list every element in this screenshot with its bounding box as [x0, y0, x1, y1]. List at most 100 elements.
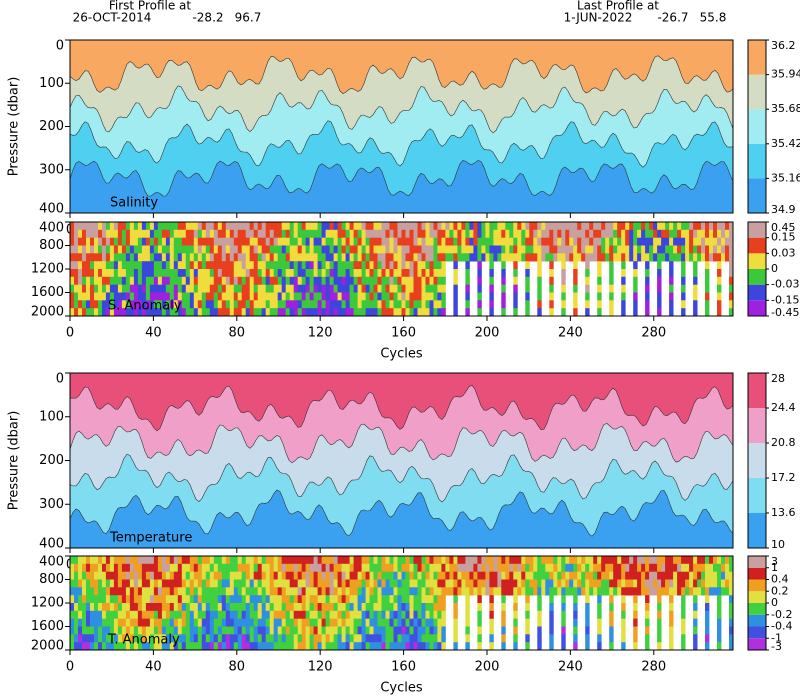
field-cell: [365, 229, 370, 238]
field-cell: [297, 292, 303, 301]
field-cell: [137, 284, 143, 293]
field-cell: [549, 308, 554, 317]
field-cell: [413, 276, 418, 285]
field-cell: [361, 610, 366, 619]
field-cell: [153, 642, 159, 651]
field-cell: [78, 642, 83, 651]
field-cell: [397, 276, 402, 285]
colorbar-label: 35.16: [771, 171, 800, 184]
field-cell: [385, 229, 390, 238]
field-cell: [145, 276, 151, 285]
field-cell: [409, 587, 414, 596]
field-cell: [513, 579, 518, 588]
field-cell: [589, 571, 594, 580]
field-cell: [593, 237, 598, 246]
field-cell: [549, 626, 554, 635]
field-cell: [717, 603, 722, 612]
field-cell: [481, 229, 486, 238]
field-cell: [161, 229, 167, 238]
field-cell: [609, 300, 614, 309]
field-cell: [113, 292, 119, 301]
field-cell: [193, 222, 199, 231]
field-cell: [633, 284, 638, 293]
field-cell: [98, 284, 103, 293]
field-cell: [665, 587, 670, 596]
field-cell: [74, 626, 79, 635]
field-cell: [249, 292, 255, 301]
field-cell: [297, 261, 303, 270]
field-cell: [681, 253, 686, 262]
field-cell: [309, 261, 314, 270]
field-cell: [717, 556, 722, 565]
field-cell: [205, 300, 211, 309]
field-cell: [153, 269, 159, 278]
field-cell: [285, 308, 291, 317]
field-cell: [197, 253, 203, 262]
field-cell: [121, 308, 127, 317]
field-cell: [537, 595, 542, 604]
field-cell: [461, 222, 466, 231]
field-cell: [94, 276, 99, 285]
field-cell: [105, 222, 111, 231]
field-cell: [665, 237, 670, 246]
field-cell: [90, 595, 95, 604]
field-cell: [665, 222, 670, 231]
field-cell: [157, 292, 163, 301]
field-cell: [641, 253, 646, 262]
field-cell: [433, 634, 438, 643]
colorbar-label: -1: [771, 631, 782, 644]
field-cell: [341, 253, 346, 262]
field-cell: [325, 587, 330, 596]
field-cell: [181, 618, 187, 627]
field-cell: [425, 237, 430, 246]
field-cell: [149, 222, 155, 231]
field-cell: [305, 292, 310, 301]
field-cell: [637, 222, 642, 231]
field-cell: [681, 245, 686, 254]
field-cell: [229, 276, 235, 285]
field-cell: [269, 245, 275, 254]
field-cell: [413, 634, 418, 643]
field-cell: [653, 229, 658, 238]
field-cell: [549, 595, 554, 604]
field-cell: [241, 229, 247, 238]
field-cell: [633, 595, 638, 604]
field-cell: [537, 603, 542, 612]
field-cell: [181, 634, 187, 643]
field-cell: [305, 587, 310, 596]
field-cell: [637, 253, 642, 262]
field-cell: [693, 229, 698, 238]
field-cell: [597, 269, 602, 278]
field-cell: [689, 563, 694, 572]
field-cell: [309, 610, 314, 619]
field-cell: [193, 237, 199, 246]
field-cell: [269, 603, 275, 612]
field-cell: [249, 222, 255, 231]
field-cell: [353, 261, 358, 270]
field-cell: [169, 579, 175, 588]
field-cell: [425, 603, 430, 612]
field-cell: [709, 229, 714, 238]
field-cell: [373, 222, 378, 231]
field-cell: [401, 276, 406, 285]
field-cell: [717, 269, 722, 278]
field-cell: [249, 595, 255, 604]
field-cell: [241, 603, 247, 612]
field-cell: [397, 300, 402, 309]
field-cell: [437, 579, 442, 588]
field-cell: [285, 229, 291, 238]
field-cell: [301, 634, 307, 643]
field-cell: [385, 237, 390, 246]
field-cell: [417, 610, 422, 619]
field-cell: [297, 587, 303, 596]
field-cell: [609, 634, 614, 643]
field-cell: [269, 284, 275, 293]
field-cell: [257, 556, 263, 565]
field-cell: [209, 276, 215, 285]
field-cell: [385, 642, 390, 651]
field-cell: [165, 626, 171, 635]
field-cell: [485, 571, 490, 580]
field-cell: [517, 571, 522, 580]
field-cell: [729, 571, 734, 580]
field-cell: [105, 610, 111, 619]
